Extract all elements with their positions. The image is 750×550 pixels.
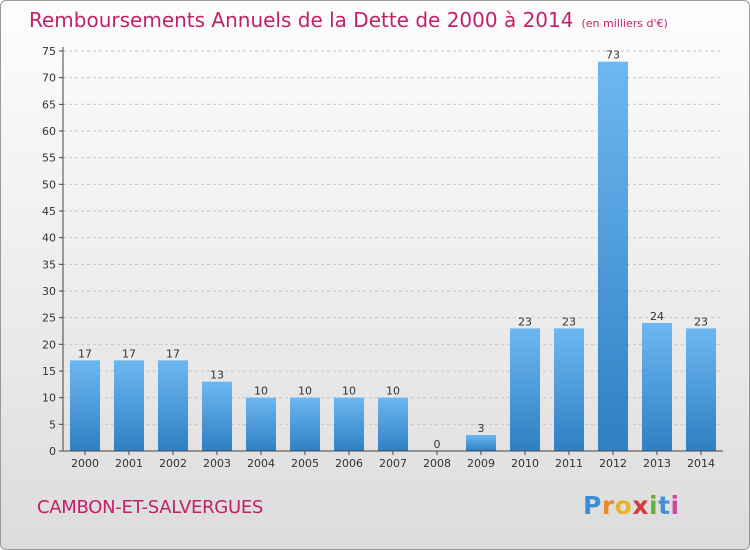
logo-letter: i — [670, 491, 680, 520]
x-tick-label-2000: 2000 — [71, 457, 99, 470]
y-tick-label: 25 — [42, 312, 56, 325]
bar-2011 — [554, 328, 584, 451]
logo-letter: i — [649, 491, 659, 520]
x-tick-label-2006: 2006 — [335, 457, 363, 470]
value-label-2005: 10 — [298, 385, 312, 398]
value-label-2007: 10 — [386, 385, 400, 398]
x-tick-label-2007: 2007 — [379, 457, 407, 470]
logo-letter: o — [614, 491, 633, 520]
y-tick-label: 70 — [42, 72, 56, 85]
x-tick-label-2005: 2005 — [291, 457, 319, 470]
chart-title-text: Remboursements Annuels de la Dette de 20… — [29, 8, 574, 32]
bar-2003 — [202, 381, 232, 451]
y-tick-label: 30 — [42, 285, 56, 298]
bar-2005 — [290, 397, 320, 451]
x-tick-label-2003: 2003 — [203, 457, 231, 470]
x-tick-label-2001: 2001 — [115, 457, 143, 470]
bar-2001 — [114, 360, 144, 451]
value-label-2008: 0 — [434, 438, 441, 451]
bar-2004 — [246, 397, 276, 451]
y-tick-label: 20 — [42, 338, 56, 351]
bars — [70, 61, 716, 452]
y-tick-label: 75 — [42, 45, 56, 58]
y-tick-label: 55 — [42, 152, 56, 165]
commune-name: CAMBON-ET-SALVERGUES — [37, 497, 264, 518]
bar-2009 — [466, 435, 496, 451]
value-label-2014: 23 — [694, 315, 708, 328]
value-label-2010: 23 — [518, 315, 532, 328]
bar-2012 — [598, 61, 628, 452]
bar-2006 — [334, 397, 364, 451]
logo-letter: t — [658, 491, 671, 520]
y-tick-label: 5 — [49, 418, 56, 431]
value-label-2006: 10 — [342, 385, 356, 398]
bar-2002 — [158, 360, 188, 451]
value-label-2001: 17 — [122, 347, 136, 360]
x-tick-label-2011: 2011 — [555, 457, 583, 470]
bar-2014 — [686, 328, 716, 451]
y-tick-label: 0 — [49, 445, 56, 458]
y-tick-label: 40 — [42, 232, 56, 245]
x-tick-label-2002: 2002 — [159, 457, 187, 470]
logo-letter: P — [583, 491, 602, 520]
x-tick-label-2012: 2012 — [599, 457, 627, 470]
value-label-2003: 13 — [210, 369, 224, 382]
x-tick-label-2013: 2013 — [643, 457, 671, 470]
x-tick-label-2009: 2009 — [467, 457, 495, 470]
y-tick-label: 35 — [42, 258, 56, 271]
x-tick-label-2004: 2004 — [247, 457, 275, 470]
proxiti-logo: Proxiti — [583, 491, 680, 520]
value-label-2012: 73 — [606, 49, 620, 62]
value-label-2011: 23 — [562, 315, 576, 328]
y-tick-label: 45 — [42, 205, 56, 218]
value-label-2013: 24 — [650, 310, 664, 323]
x-tick-label-2008: 2008 — [423, 457, 451, 470]
bar-2007 — [378, 397, 408, 451]
y-tick-label: 60 — [42, 125, 56, 138]
y-tick-label: 15 — [42, 365, 56, 378]
logo-letter: x — [632, 491, 649, 520]
value-label-2002: 17 — [166, 347, 180, 360]
x-tick-label-2010: 2010 — [511, 457, 539, 470]
y-tick-label: 50 — [42, 178, 56, 191]
logo-letter: r — [601, 491, 615, 520]
value-label-2004: 10 — [254, 385, 268, 398]
chart-title: Remboursements Annuels de la Dette de 20… — [29, 8, 668, 32]
y-tick-label: 10 — [42, 392, 56, 405]
chart-subtitle: (en milliers d'€) — [581, 17, 668, 30]
value-label-2009: 3 — [478, 422, 485, 435]
bar-2010 — [510, 328, 540, 451]
value-labels: 17 17 17 13 10 10 10 10 0 3 23 23 73 24 23 — [78, 49, 708, 451]
bar-2013 — [642, 323, 672, 451]
y-tick-label: 65 — [42, 98, 56, 111]
x-tick-label-2014: 2014 — [687, 457, 715, 470]
bar-2000 — [70, 360, 100, 451]
value-label-2000: 17 — [78, 347, 92, 360]
